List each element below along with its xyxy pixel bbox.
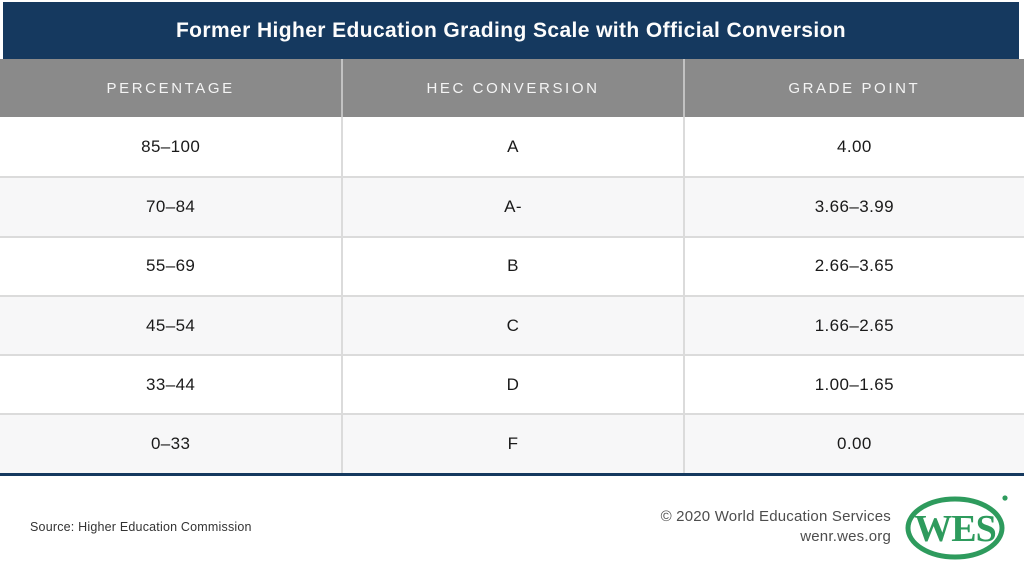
column-header-hec-conversion: HEC CONVERSION (341, 59, 682, 117)
grade-point-cell: 3.66–3.99 (682, 178, 1024, 236)
hec-conversion-cell: A (341, 117, 682, 177)
table-body: 85–100 A 4.00 70–84 A- 3.66–3.99 55–69 B 2.66–3.… (0, 117, 1024, 473)
table-row: 70–84 A- 3.66–3.99 (0, 176, 1024, 236)
table-header-row: PERCENTAGE HEC CONVERSION GRADE POINT (0, 59, 1024, 117)
table-row: 33–44 D 1.00–1.65 (0, 354, 1024, 414)
footer: Source: Higher Education Commission © 20… (0, 476, 1024, 578)
table-row: 55–69 B 2.66–3.65 (0, 235, 1024, 295)
table-row: 85–100 A 4.00 (0, 117, 1024, 177)
percentage-cell: 0–33 (150, 434, 191, 454)
wes-logo-icon: WES (905, 495, 1008, 560)
hec-conversion-cell: B (341, 237, 682, 295)
percentage-cell: 70–84 (146, 196, 196, 216)
hec-conversion-cell: F (341, 415, 682, 473)
copyright-line: © 2020 World Education Services (660, 507, 891, 525)
footer-right: © 2020 World Education Services wenr.wes… (661, 492, 1010, 562)
grading-table: PERCENTAGE HEC CONVERSION GRADE POINT 85… (0, 59, 1024, 476)
hec-conversion-cell: A- (341, 178, 682, 236)
hec-conversion-cell: C (341, 296, 682, 355)
percentage-cell: 33–44 (146, 374, 196, 394)
column-header-percentage: PERCENTAGE (106, 79, 235, 97)
hec-conversion-cell: D (341, 356, 682, 414)
grade-point-cell: 0.00 (682, 415, 1024, 473)
percentage-cell: 85–100 (141, 136, 201, 156)
table-row: 0–33 F 0.00 (0, 413, 1024, 473)
percentage-cell: 45–54 (146, 315, 196, 335)
grade-point-cell: 2.66–3.65 (682, 237, 1024, 295)
grade-point-cell: 4.00 (682, 117, 1024, 177)
percentage-cell: 55–69 (146, 256, 196, 276)
page-title: Former Higher Education Grading Scale wi… (175, 18, 847, 42)
source-note: Source: Higher Education Commission (30, 519, 252, 534)
copyright-block: © 2020 World Education Services wenr.wes… (661, 507, 891, 548)
grade-point-cell: 1.00–1.65 (682, 356, 1024, 414)
column-header-grade-point: GRADE POINT (682, 59, 1024, 117)
registered-mark-icon (1002, 495, 1008, 501)
website-url: wenr.wes.org (800, 527, 891, 545)
title-bar: Former Higher Education Grading Scale wi… (3, 2, 1019, 59)
grade-point-cell: 1.66–2.65 (682, 296, 1024, 355)
table-row: 45–54 C 1.66–2.65 (0, 294, 1024, 355)
wes-logo-text: WES (914, 508, 995, 550)
